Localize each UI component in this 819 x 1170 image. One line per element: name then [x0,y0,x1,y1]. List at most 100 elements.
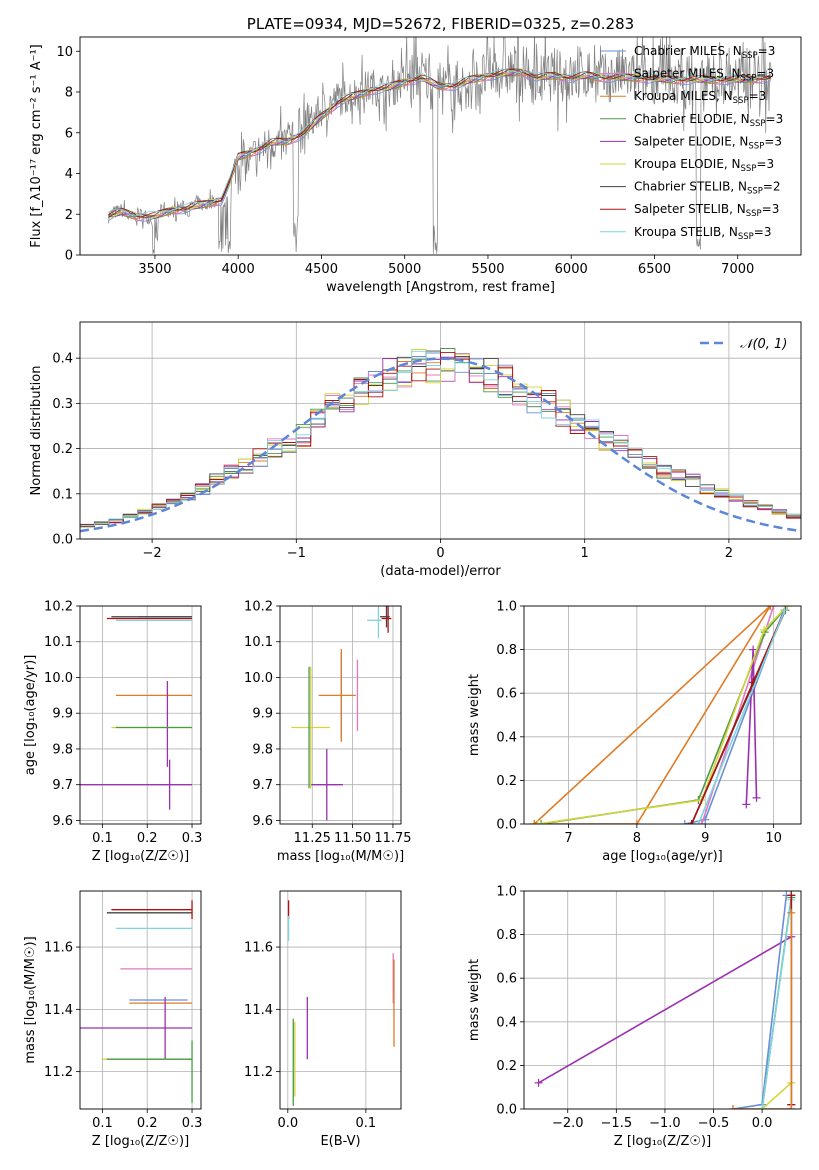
legend-label-base: Salpeter MILES, N [634,67,741,81]
model-spectrum-line [108,68,772,216]
legend-label: Kroupa STELIB, NSSP=3 [634,225,772,242]
y-tick-label: 0.6 [496,687,517,702]
x-axis-label: age [log₁₀(age/yr)] [602,849,723,864]
legend-label-sub: SSP [742,51,758,61]
y-tick-label: 9.7 [52,778,73,793]
y-tick-label: 11.6 [244,941,273,956]
panel-mass-vs-Z: 0.1 0.2 0.3 11.2 11.4 11.6 Z [log₁₀(Z/Z☉)] mass… [23,890,203,1149]
legend-label-base: Kroupa MILES, N [634,89,733,103]
x-tick-label: −2 [143,546,162,561]
gaussian-curve [79,357,802,533]
legend-label-tail: =3 [766,112,784,126]
y-axis-label: mass weight [467,959,482,1041]
y-tick-label: 10.1 [44,635,73,650]
y-axis-label: mass [log₁₀(M/M☉)] [23,936,38,1063]
mass-weight-line [697,610,786,824]
legend-label-base: Chabrier ELODIE, N [634,112,750,126]
y-tick-label: 0.6 [496,972,517,987]
legend-label-base: Salpeter STELIB, N [634,202,746,216]
model-spectrum-line [108,72,772,221]
y-tick-label: 9.8 [252,742,273,757]
x-tick-label: 2 [725,546,733,561]
x-tick-label: 0.0 [277,1116,298,1131]
y-axis-label: mass weight [467,674,482,756]
y-tick-label: 1.0 [496,885,517,900]
y-tick-label: 0.4 [52,352,73,367]
legend-label-tail: =3 [756,157,774,171]
x-axis-label: mass [log₁₀(M/M☉)] [277,849,404,864]
x-tick-label: 0.1 [92,1116,113,1131]
residual-histogram [80,350,801,539]
x-tick-label: 10 [765,831,782,846]
y-tick-label: 0.0 [496,818,517,833]
legend-label: Kroupa MILES, NSSP=3 [634,89,766,106]
y-tick-label: 6 [65,126,73,141]
axes-frame [79,36,802,256]
y-tick-label: 0.3 [52,397,73,412]
x-tick-label: 0.2 [137,1116,158,1131]
x-axis-label: (data-model)/error [380,564,501,579]
x-tick-label: 4000 [222,262,255,277]
axes-frame [523,890,802,1110]
y-tick-label: 11.2 [44,1065,73,1080]
legend-label-tail: =3 [762,202,780,216]
x-tick-label: −1 [287,546,306,561]
x-tick-label: 11.75 [374,831,411,846]
x-axis-label: Z [log₁₀(Z/Z☉)] [92,849,189,864]
legend-label: Salpeter MILES, NSSP=3 [634,67,774,84]
legend-label: Salpeter ELODIE, NSSP=3 [634,134,782,151]
legend-label: Salpeter STELIB, NSSP=3 [634,202,779,219]
x-tick-label: 9 [701,831,709,846]
x-tick-label: 8 [633,831,641,846]
y-axis-label: Flux [f_λ10⁻¹⁷ erg cm⁻² s⁻¹ A⁻¹] [29,44,44,248]
x-tick-label: −1.0 [649,1116,681,1131]
y-tick-label: 11.4 [44,1003,73,1018]
y-tick-label: 0.8 [496,928,517,943]
legend-label: Kroupa ELODIE, NSSP=3 [634,157,774,174]
y-tick-label: 0 [65,249,73,264]
legend-label-sub: SSP [741,74,757,84]
spectrum-data-line [107,37,772,254]
y-tick-label: 1.0 [496,600,517,615]
y-tick-label: 11.6 [44,941,73,956]
legend-label-tail: =3 [756,67,774,81]
panel-mass-weight-vs-Z: −2.0 −1.5 −1.0 −0.5 0.0 0.0 0.2 0.4 0.6 0.8 1.0 Z [… [467,885,802,1149]
y-tick-label: 10.0 [44,671,73,686]
y-tick-label: 0.2 [496,1059,517,1074]
y-tick-label: 11.2 [244,1065,273,1080]
x-tick-label: 0 [436,546,444,561]
mass-weight-line [538,936,792,1084]
x-tick-label: −1.5 [601,1116,633,1131]
y-tick-label: 11.4 [244,1003,273,1018]
y-tick-label: 0.8 [496,643,517,658]
x-axis-label: E(B-V) [320,1134,360,1149]
panel-spectrum: 3500 4000 4500 5000 5500 6000 6500 7000 0 2 4 6 8 10 w… [29,15,802,295]
mass-weight-line [732,895,788,1109]
legend-label-sub: SSP [748,141,764,151]
y-axis-label: age [log₁₀(age/yr)] [23,655,38,776]
legend-label-base: Chabrier STELIB, N [634,180,747,194]
x-axis-label: Z [log₁₀(Z/Z☉)] [92,1134,189,1149]
y-axis-label: Normed distribution [29,366,44,496]
axes-frame [279,890,402,1110]
x-tick-label: 0.3 [182,1116,203,1131]
legend-label-tail: =3 [758,44,776,58]
y-tick-label: 10.0 [244,671,273,686]
panel-residuals: −2 −1 0 1 2 0.0 0.1 0.2 0.3 0.4 (data-model)/error… [29,321,802,579]
legend-label-tail: =3 [754,225,772,239]
x-tick-label: 0.1 [356,1116,377,1131]
legend-label-sub: SSP [747,187,763,197]
y-tick-label: 9.6 [252,814,273,829]
residual-legend: 𝒩(0, 1) [700,337,787,352]
legend-label: Chabrier STELIB, NSSP=2 [634,180,781,197]
x-tick-label: 7 [564,831,572,846]
x-tick-label: 7000 [721,262,754,277]
y-tick-label: 0.1 [52,487,73,502]
x-axis-label: wavelength [Angstrom, rest frame] [326,280,555,295]
x-axis-label: Z [log₁₀(Z/Z☉)] [614,1134,711,1149]
x-tick-label: −2.0 [552,1116,584,1131]
legend-label-base: Chabrier MILES, N [634,44,742,58]
y-tick-label: 9.8 [52,742,73,757]
axes-frame [79,890,202,1110]
